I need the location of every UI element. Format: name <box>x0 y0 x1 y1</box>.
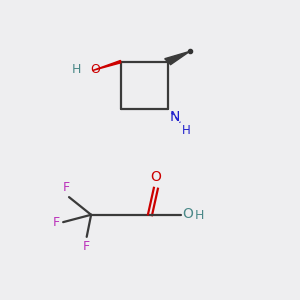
Text: O: O <box>182 207 193 220</box>
Text: O: O <box>151 170 161 184</box>
Text: N: N <box>169 110 179 124</box>
Text: F: F <box>63 181 70 194</box>
Polygon shape <box>93 60 121 70</box>
Text: O: O <box>91 62 100 76</box>
Text: H: H <box>195 209 204 222</box>
Text: F: F <box>83 240 90 254</box>
Text: H: H <box>72 62 81 76</box>
Text: H: H <box>182 124 190 137</box>
Text: F: F <box>52 216 60 229</box>
Polygon shape <box>165 51 190 64</box>
